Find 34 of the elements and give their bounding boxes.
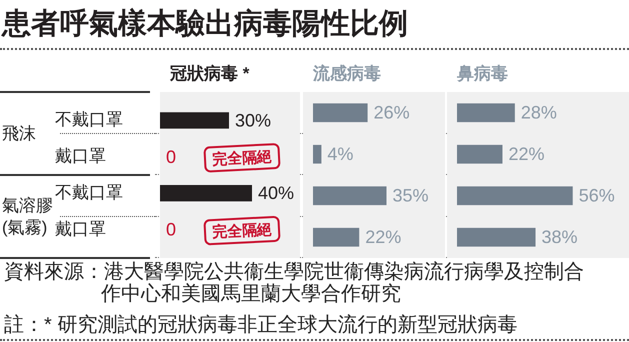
bar: [457, 103, 515, 122]
data-label: 56%: [578, 186, 615, 206]
text: 飛沫: [2, 122, 36, 144]
bar: [313, 144, 322, 164]
text: 氣溶膠(氣霧): [2, 194, 54, 238]
y-tick-label: 不戴口罩: [55, 182, 123, 202]
chart-title: 流感病毒: [313, 63, 381, 85]
data-label: 0: [166, 220, 176, 240]
data-label: 22%: [365, 227, 402, 248]
chart-title: 冠狀病毒 *: [170, 63, 250, 85]
data-label: 35%: [392, 186, 429, 206]
data-label: 30%: [235, 110, 272, 130]
text: 患者呼氣樣本驗出病毒陽性比例: [2, 6, 408, 42]
data-label: 40%: [258, 183, 294, 204]
annotation: 完全隔絕: [212, 220, 272, 242]
source-note: 資料來源：港大醫學院公共衞生學院世衞傳染病流行病學及控制合作中心和美國馬里蘭大學合作研究: [4, 261, 584, 305]
data-label: 4%: [327, 144, 354, 164]
bar: [313, 228, 360, 247]
y-tick-label: 不戴口罩: [55, 110, 123, 130]
bar: [457, 186, 573, 206]
chart-title: 鼻病毒: [457, 63, 508, 85]
bar: [457, 228, 536, 247]
text: 註：* 研究測試的冠狀病毒非正全球大流行的新型冠狀病毒: [4, 314, 518, 336]
data-label: 38%: [542, 227, 578, 248]
y-tick-label: 戴口罩: [55, 219, 106, 238]
data-label: 26%: [374, 102, 410, 123]
y-tick-label: 戴口罩: [55, 146, 106, 166]
bar: [313, 186, 386, 206]
data-label: 22%: [508, 144, 544, 164]
bar: [313, 103, 368, 122]
data-label: 28%: [520, 102, 557, 123]
annotation: 完全隔絕: [212, 147, 272, 168]
data-label: 0: [166, 146, 176, 167]
bar: [457, 144, 502, 164]
